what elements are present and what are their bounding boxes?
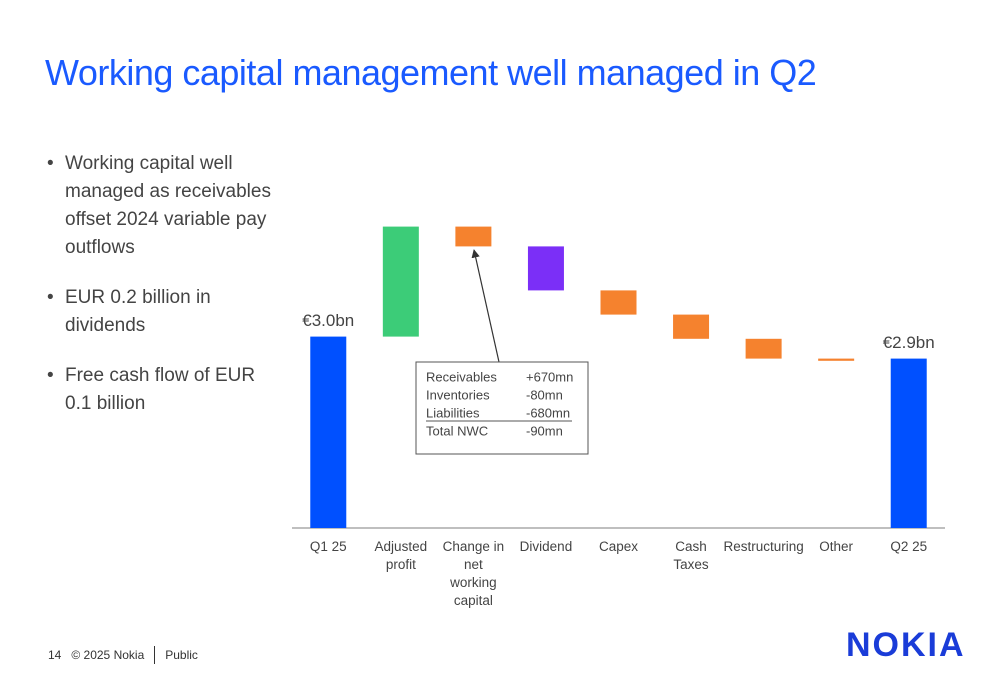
x-tick-label: Q1 25 <box>309 539 347 554</box>
callout-value: +670mn <box>526 369 573 384</box>
value-label: €2.9bn <box>883 333 935 352</box>
callout-box <box>415 361 589 455</box>
bullet: Free cash flow of EUR 0.1 billion <box>45 362 280 418</box>
slide-title: Working capital management well managed … <box>45 52 817 93</box>
bar <box>673 314 710 339</box>
x-tick-label: Dividend <box>519 539 573 554</box>
x-tick-label: Cash Taxes <box>673 539 709 572</box>
callout-label: Receivables <box>426 369 497 384</box>
x-tick-label: Restructuring <box>723 539 804 554</box>
x-tick-label: Capex <box>598 539 639 554</box>
bar <box>382 226 419 337</box>
bar <box>818 358 855 361</box>
logo: NOKIA <box>846 626 966 664</box>
separator <box>154 646 156 664</box>
callout-value: -80mn <box>526 387 563 402</box>
callout-label: Liabilities <box>426 405 480 420</box>
callout-value: -680mn <box>526 405 570 420</box>
bar <box>527 246 564 291</box>
classification: Public <box>165 648 198 662</box>
bar <box>600 290 637 315</box>
callout-arrow <box>471 249 500 363</box>
x-tick-label: Other <box>819 539 854 554</box>
callout-value: -90mn <box>526 423 563 438</box>
callout-label: Total NWC <box>426 423 488 438</box>
footer: 14 © 2025 Nokia Public <box>48 646 198 664</box>
bar <box>745 338 782 359</box>
x-tick-label: Adjusted profit <box>374 539 428 572</box>
value-label: €3.0bn <box>302 311 354 330</box>
x-tick-label: Change in net working capital <box>442 539 505 608</box>
bar <box>310 336 347 528</box>
bar <box>890 358 927 528</box>
x-tick-label: Q2 25 <box>890 539 928 554</box>
page-number: 14 <box>48 648 62 662</box>
bar <box>455 226 492 247</box>
bullet-list: Working capital well managed as receivab… <box>45 150 280 440</box>
bullet: Working capital well managed as receivab… <box>45 150 280 262</box>
callout-label: Inventories <box>426 387 490 402</box>
copyright: © 2025 Nokia <box>71 648 145 662</box>
bullet: EUR 0.2 billion in dividends <box>45 284 280 340</box>
